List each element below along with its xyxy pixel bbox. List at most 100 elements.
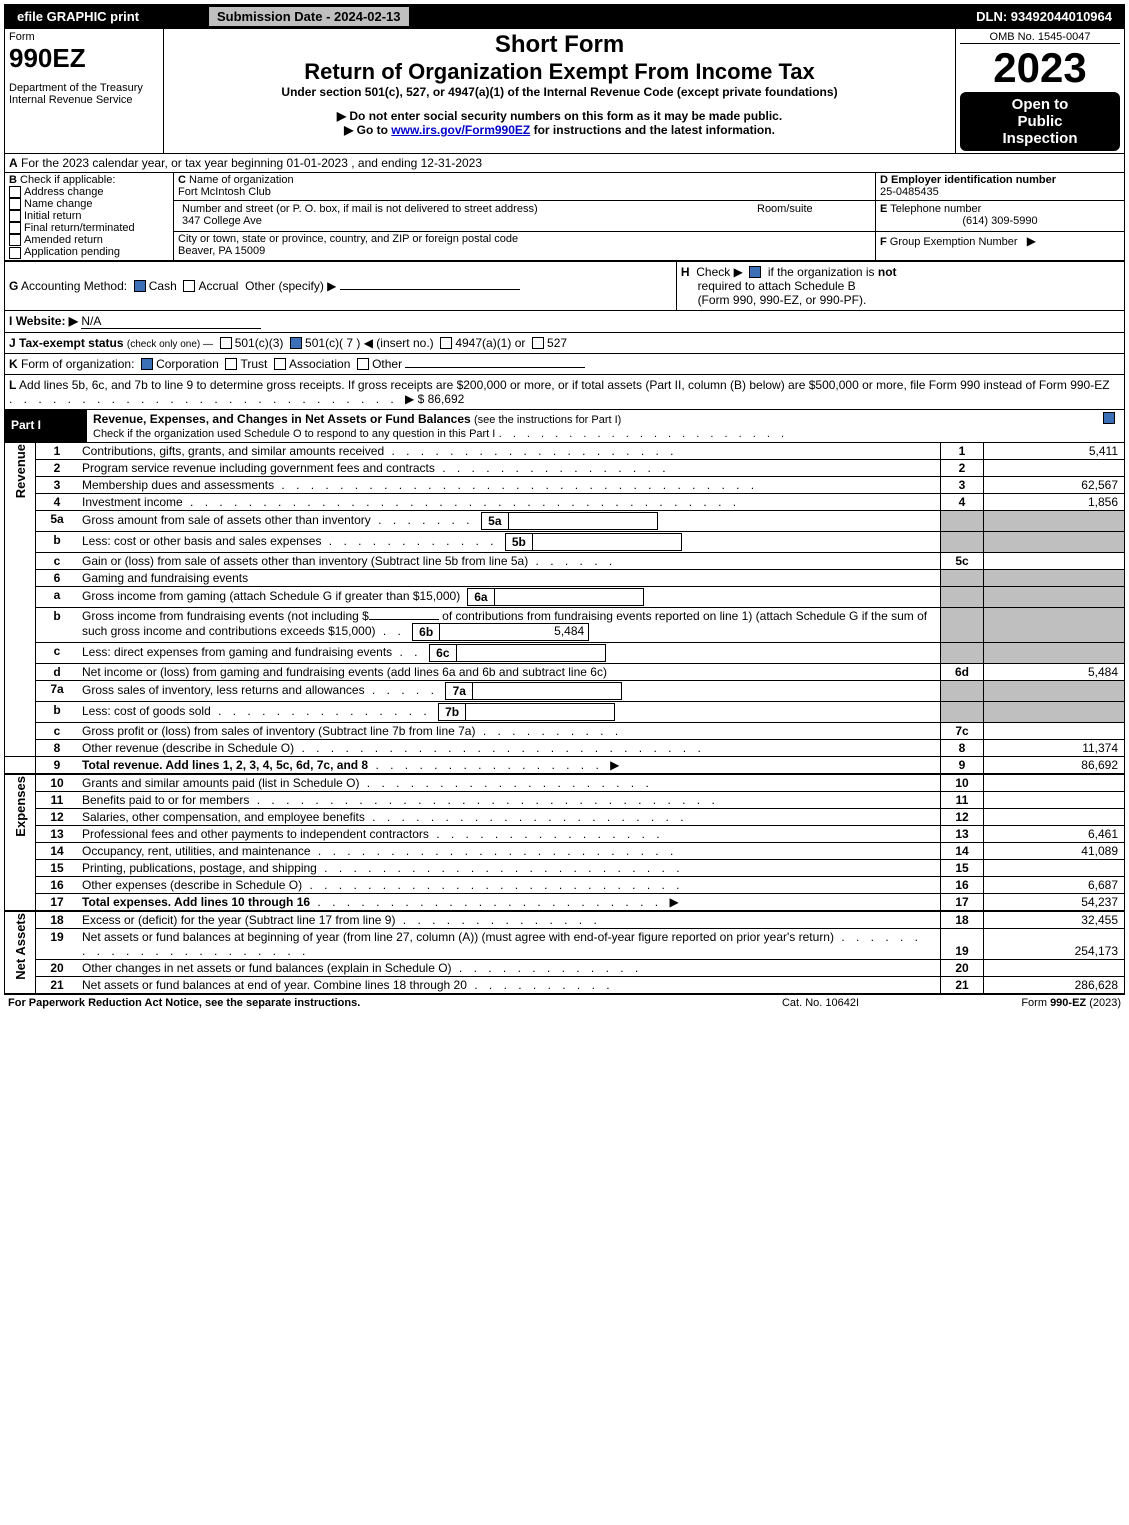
line-21-ref: 21 (941, 976, 984, 993)
line-14-no: 14 (36, 842, 79, 859)
line-2-text: Program service revenue including govern… (78, 459, 941, 476)
line-6-text: Gaming and fundraising events (78, 569, 941, 586)
line-9-value: 86,692 (984, 756, 1125, 774)
line-6c-ref (941, 642, 984, 663)
side-revenue: Revenue (5, 442, 36, 756)
org-name: Fort McIntosh Club (178, 186, 271, 198)
cb-schedule-o[interactable] (1103, 412, 1115, 424)
side-netassets: Net Assets (5, 911, 36, 994)
line-7c-no: c (36, 722, 79, 739)
year-cell: OMB No. 1545-0047 2023 Open to Public In… (956, 29, 1125, 154)
ssn-warning: ▶ Do not enter social security numbers o… (168, 109, 951, 123)
line-8-text: Other revenue (describe in Schedule O) .… (78, 739, 941, 756)
cb-4947a1[interactable] (440, 337, 452, 349)
line-8-no: 8 (36, 739, 79, 756)
footer-catno: Cat. No. 10642I (734, 995, 906, 1011)
line-5c-text: Gain or (loss) from sale of assets other… (78, 552, 941, 569)
section-b: B Check if applicable: Address change Na… (5, 173, 174, 261)
line-19-ref: 19 (941, 928, 984, 959)
topbar: efile GRAPHIC print Submission Date - 20… (5, 5, 1125, 29)
dept-treasury: Department of the Treasury (9, 82, 159, 94)
cb-501c[interactable] (290, 337, 302, 349)
section-c-street: Number and street (or P. O. box, if mail… (174, 201, 876, 232)
line-14-text: Occupancy, rent, utilities, and maintena… (78, 842, 941, 859)
cb-cash[interactable] (134, 280, 146, 292)
line-6b-text: Gross income from fundraising events (no… (78, 607, 941, 642)
line-9-text: Total revenue. Add lines 1, 2, 3, 4, 5c,… (78, 756, 941, 774)
cb-sched-b[interactable] (749, 266, 761, 278)
section-c-name: C Name of organization Fort McIntosh Clu… (174, 173, 876, 201)
cb-application-pending[interactable]: Application pending (24, 246, 120, 258)
line-11-ref: 11 (941, 791, 984, 808)
line-5c-value (984, 552, 1125, 569)
part-i-label: Part I (5, 409, 87, 442)
form-id-cell: Form 990EZ Department of the Treasury In… (5, 29, 164, 154)
section-k: K Form of organization: Corporation Trus… (5, 353, 1125, 374)
line-3-text: Membership dues and assessments . . . . … (78, 476, 941, 493)
line-21-text: Net assets or fund balances at end of ye… (78, 976, 941, 993)
line-7a-ref (941, 680, 984, 701)
line-20-value (984, 959, 1125, 976)
section-c-city: City or town, state or province, country… (174, 232, 876, 261)
return-title: Return of Organization Exempt From Incom… (168, 59, 951, 85)
cb-other-org[interactable] (357, 358, 369, 370)
line-2-no: 2 (36, 459, 79, 476)
line-6b-no: b (36, 607, 79, 642)
goto-prefix: ▶ Go to (344, 123, 391, 137)
part-i-title: Revenue, Expenses, and Changes in Net As… (87, 409, 1124, 442)
line-1-text: Contributions, gifts, grants, and simila… (78, 442, 941, 459)
gross-receipts: $ 86,692 (418, 392, 465, 406)
efile-print-label: efile GRAPHIC print (11, 7, 203, 26)
section-j: J Tax-exempt status (check only one) — 5… (5, 332, 1125, 353)
cb-initial-return[interactable]: Initial return (24, 210, 81, 222)
line-15-ref: 15 (941, 859, 984, 876)
line-15-no: 15 (36, 859, 79, 876)
line-10-no: 10 (36, 774, 79, 792)
city-state-zip: Beaver, PA 15009 (178, 245, 265, 257)
cb-501c3[interactable] (220, 337, 232, 349)
line-6a-subvalue (494, 588, 644, 606)
cb-accrual[interactable] (183, 280, 195, 292)
line-17-value: 54,237 (984, 893, 1125, 911)
line-12-ref: 12 (941, 808, 984, 825)
line-9-no: 9 (36, 756, 79, 774)
goto-link[interactable]: www.irs.gov/Form990EZ (391, 123, 530, 137)
line-5b-ref (941, 531, 984, 552)
short-form-title: Short Form (168, 31, 951, 59)
cb-assoc[interactable] (274, 358, 286, 370)
line-6b-subvalue: 5,484 (439, 623, 589, 641)
subtitle: Under section 501(c), 527, or 4947(a)(1)… (168, 85, 951, 99)
line-7b-ref (941, 701, 984, 722)
cb-address-change[interactable]: Address change (24, 186, 104, 198)
line-20-no: 20 (36, 959, 79, 976)
cb-corp[interactable] (141, 358, 153, 370)
cb-527[interactable] (532, 337, 544, 349)
cb-amended-return[interactable]: Amended return (24, 234, 103, 246)
line-13-text: Professional fees and other payments to … (78, 825, 941, 842)
line-9-ref: 9 (941, 756, 984, 774)
line-4-text: Investment income . . . . . . . . . . . … (78, 493, 941, 510)
line-7b-value (984, 701, 1125, 722)
tax-year: 2023 (960, 44, 1120, 92)
line-7c-text: Gross profit or (loss) from sales of inv… (78, 722, 941, 739)
line-5b-text: Less: cost or other basis and sales expe… (78, 531, 941, 552)
line-6c-value (984, 642, 1125, 663)
line-10-ref: 10 (941, 774, 984, 792)
line-6d-text: Net income or (loss) from gaming and fun… (78, 663, 941, 680)
line-2-value (984, 459, 1125, 476)
cb-name-change[interactable]: Name change (24, 198, 93, 210)
line-13-ref: 13 (941, 825, 984, 842)
line-11-text: Benefits paid to or for members . . . . … (78, 791, 941, 808)
section-def: D Employer identification number 25-0485… (876, 173, 1125, 261)
footer-left: For Paperwork Reduction Act Notice, see … (4, 995, 734, 1011)
line-16-no: 16 (36, 876, 79, 893)
cb-trust[interactable] (225, 358, 237, 370)
line-11-value (984, 791, 1125, 808)
line-17-no: 17 (36, 893, 79, 911)
line-6b-value (984, 607, 1125, 642)
line-15-text: Printing, publications, postage, and shi… (78, 859, 941, 876)
goto-suffix: for instructions and the latest informat… (534, 123, 775, 137)
omb-no: OMB No. 1545-0047 (960, 31, 1120, 44)
line-10-value (984, 774, 1125, 792)
cb-final-return[interactable]: Final return/terminated (24, 222, 135, 234)
